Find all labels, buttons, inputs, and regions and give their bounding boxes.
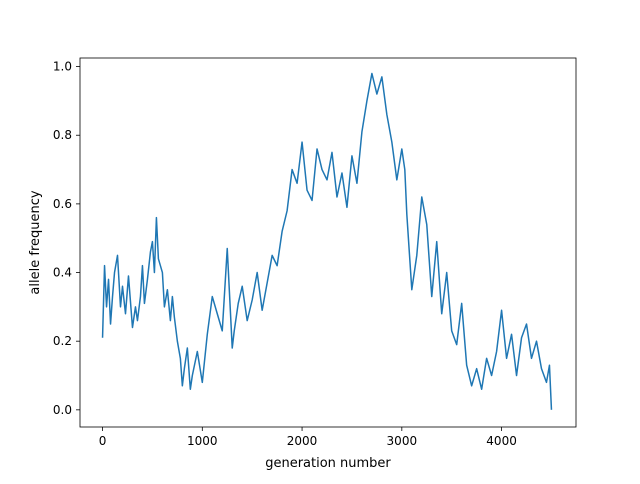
x-tick-label: 1000 [187,434,218,448]
series-line-0 [101,72,553,410]
plot-area [101,72,553,410]
y-tick-label: 1.0 [53,60,72,74]
y-tick-label: 0.6 [53,197,72,211]
y-axis-label: allele frequency [28,190,43,294]
x-axis-ticks: 0 1000 2000 3000 4000 [99,427,517,448]
axes-frame [79,57,577,428]
y-tick-label: 0.4 [53,266,72,280]
x-tick-label: 0 [99,434,107,448]
x-axis-label: generation number [265,456,391,471]
x-tick-label: 3000 [387,434,418,448]
y-tick-label: 0.0 [53,403,72,417]
x-tick-label: 2000 [287,434,318,448]
y-tick-label: 0.8 [53,128,72,142]
x-tick-label: 4000 [486,434,517,448]
y-tick-label: 0.2 [53,334,72,348]
y-axis-ticks: 0.0 0.2 0.4 0.6 0.8 1.0 [53,60,80,417]
